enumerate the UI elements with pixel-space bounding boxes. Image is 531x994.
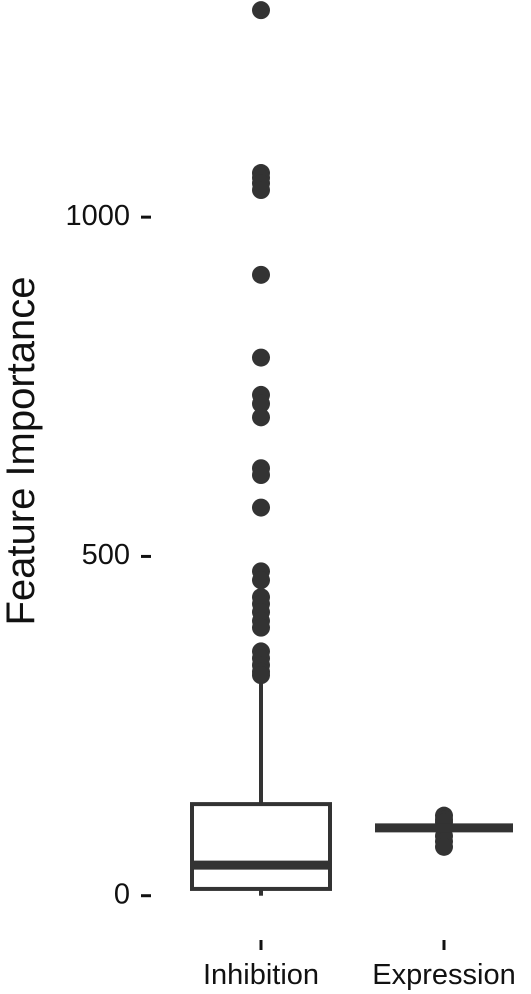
x-axis: Inhibition Expression xyxy=(203,940,516,991)
outlier-point xyxy=(252,408,270,427)
y-axis: 0 500 1000 xyxy=(65,200,151,910)
outlier-point xyxy=(252,394,270,413)
outlier-point xyxy=(252,498,270,517)
outlier-point xyxy=(252,265,270,284)
x-tick-label: Inhibition xyxy=(203,959,319,991)
outlier-point xyxy=(252,618,270,637)
outlier-point xyxy=(252,348,270,367)
box-group xyxy=(190,1,332,896)
interquartile-box xyxy=(190,802,332,891)
y-tick-label: 1000 xyxy=(65,200,130,232)
outlier-point xyxy=(252,181,270,199)
outlier-point xyxy=(252,466,270,484)
y-tick-label: 500 xyxy=(82,539,130,571)
y-axis-title: Feature Importance xyxy=(0,276,43,625)
outlier-point xyxy=(252,1,270,20)
outlier-point xyxy=(252,666,270,685)
plot-area xyxy=(190,1,513,896)
outlier-point xyxy=(435,837,453,856)
outlier-point xyxy=(252,571,270,590)
y-tick-label: 0 xyxy=(114,878,130,910)
box-group xyxy=(375,806,513,856)
x-tick-label: Expression xyxy=(372,959,515,991)
